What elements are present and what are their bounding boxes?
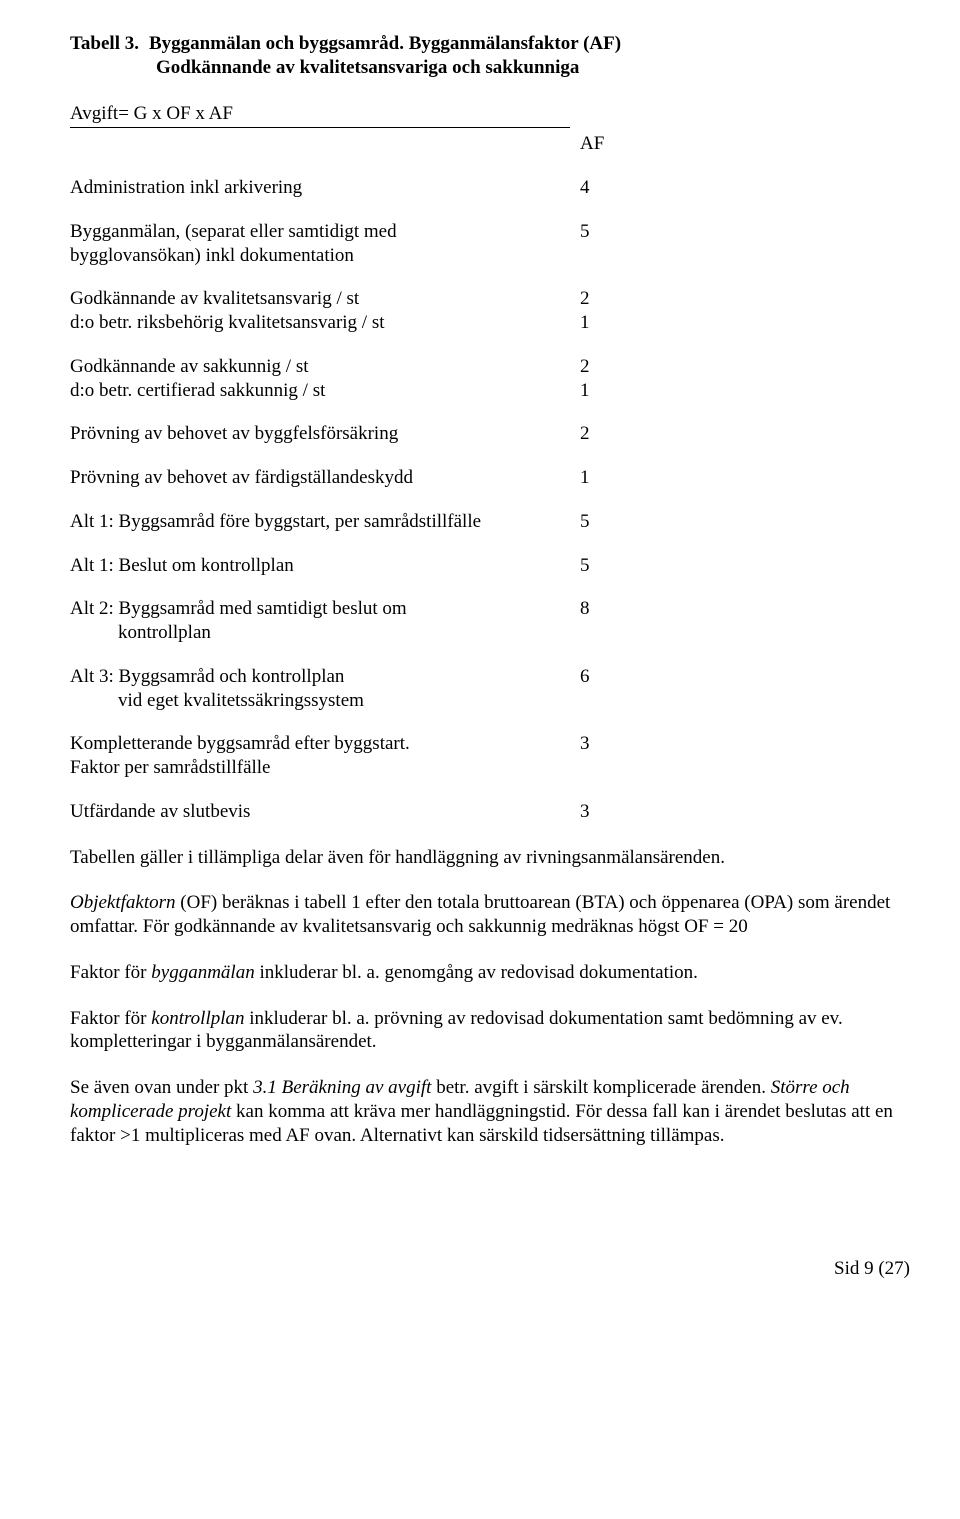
row-value: 5: [570, 220, 640, 244]
paragraph: Objektfaktorn (OF) beräknas i tabell 1 e…: [70, 891, 910, 939]
row-label: Alt 3: Byggsamråd och kontrollplan: [70, 665, 570, 689]
row-value: 2: [570, 355, 640, 379]
text: inkluderar bl. a. genomgång av redovisad…: [255, 962, 698, 983]
row-label: kontrollplan: [118, 621, 618, 645]
text-italic: kontrollplan: [151, 1008, 244, 1029]
title-line-1: Tabell 3. Bygganmälan och byggsamråd. By…: [70, 32, 910, 56]
row-value: 2: [570, 422, 640, 446]
row-label: Alt 1: Byggsamråd före byggstart, per sa…: [70, 510, 570, 534]
row-label: d:o betr. certifierad sakkunnig / st: [70, 379, 570, 403]
table-row: Alt 1: Beslut om kontrollplan 5: [70, 554, 910, 578]
formula: Avgift= G x OF x AF: [70, 102, 910, 126]
row-value: 3: [570, 732, 640, 756]
text: Faktor för: [70, 1008, 151, 1029]
row-label: Utfärdande av slutbevis: [70, 800, 570, 824]
af-header: AF: [570, 132, 640, 156]
row-value: 5: [570, 510, 640, 534]
table-row: Utfärdande av slutbevis 3: [70, 800, 910, 824]
divider: [70, 127, 570, 128]
row-label: Administration inkl arkivering: [70, 176, 570, 200]
row-label: Alt 2: Byggsamråd med samtidigt beslut o…: [70, 597, 570, 621]
row-value: 5: [570, 554, 640, 578]
row-label: vid eget kvalitetssäkringssystem: [118, 689, 618, 713]
paragraph: Se även ovan under pkt 3.1 Beräkning av …: [70, 1076, 910, 1147]
paragraph: Tabellen gäller i tillämpliga delar även…: [70, 846, 910, 870]
table-row: Godkännande av kvalitetsansvarig / st 2 …: [70, 287, 910, 335]
row-label: Godkännande av kvalitetsansvarig / st: [70, 287, 570, 311]
table-row: Alt 3: Byggsamråd och kontrollplan 6 vid…: [70, 665, 910, 713]
row-label: Godkännande av sakkunnig / st: [70, 355, 570, 379]
row-label: bygglovansökan) inkl dokumentation: [70, 244, 570, 268]
row-label: Kompletterande byggsamråd efter byggstar…: [70, 732, 570, 756]
row-label: Bygganmälan, (separat eller samtidigt me…: [70, 220, 570, 244]
row-value: 3: [570, 800, 640, 824]
row-label: Prövning av behovet av färdigställandesk…: [70, 466, 570, 490]
table-row: Kompletterande byggsamråd efter byggstar…: [70, 732, 910, 780]
text: Se även ovan under pkt: [70, 1077, 253, 1098]
af-header-row: AF: [70, 132, 910, 156]
page-footer: Sid 9 (27): [70, 1257, 910, 1281]
text: betr. avgift i särskilt komplicerade äre…: [431, 1077, 770, 1098]
row-value: 1: [570, 311, 640, 335]
row-value: 1: [570, 466, 640, 490]
title-text-2: Godkännande av kvalitetsansvariga och sa…: [156, 56, 910, 80]
table-number: Tabell 3.: [70, 32, 139, 56]
table-row: Alt 1: Byggsamråd före byggstart, per sa…: [70, 510, 910, 534]
table-row: Administration inkl arkivering 4: [70, 176, 910, 200]
paragraph: Faktor för kontrollplan inkluderar bl. a…: [70, 1007, 910, 1055]
title-text-1: Bygganmälan och byggsamråd. Bygganmälans…: [149, 32, 621, 56]
row-label: Faktor per samrådstillfälle: [70, 756, 570, 780]
table-row: Bygganmälan, (separat eller samtidigt me…: [70, 220, 910, 268]
row-value: 8: [570, 597, 640, 621]
text: Faktor för: [70, 962, 151, 983]
paragraph: Faktor för bygganmälan inkluderar bl. a.…: [70, 961, 910, 985]
row-label: Prövning av behovet av byggfelsförsäkrin…: [70, 422, 570, 446]
row-label: Alt 1: Beslut om kontrollplan: [70, 554, 570, 578]
text-italic: 3.1 Beräkning av avgift: [253, 1077, 431, 1098]
text-italic: Objektfaktorn: [70, 892, 176, 913]
row-value: 1: [570, 379, 640, 403]
row-value: 6: [570, 665, 640, 689]
table-row: Prövning av behovet av färdigställandesk…: [70, 466, 910, 490]
table-row: Alt 2: Byggsamråd med samtidigt beslut o…: [70, 597, 910, 645]
table-row: Godkännande av sakkunnig / st 2 d:o betr…: [70, 355, 910, 403]
row-value: 2: [570, 287, 640, 311]
text: (OF) beräknas i tabell 1 efter den total…: [70, 892, 890, 937]
table-row: Prövning av behovet av byggfelsförsäkrin…: [70, 422, 910, 446]
row-value: 4: [570, 176, 640, 200]
row-label: d:o betr. riksbehörig kvalitetsansvarig …: [70, 311, 570, 335]
text-italic: bygganmälan: [151, 962, 254, 983]
